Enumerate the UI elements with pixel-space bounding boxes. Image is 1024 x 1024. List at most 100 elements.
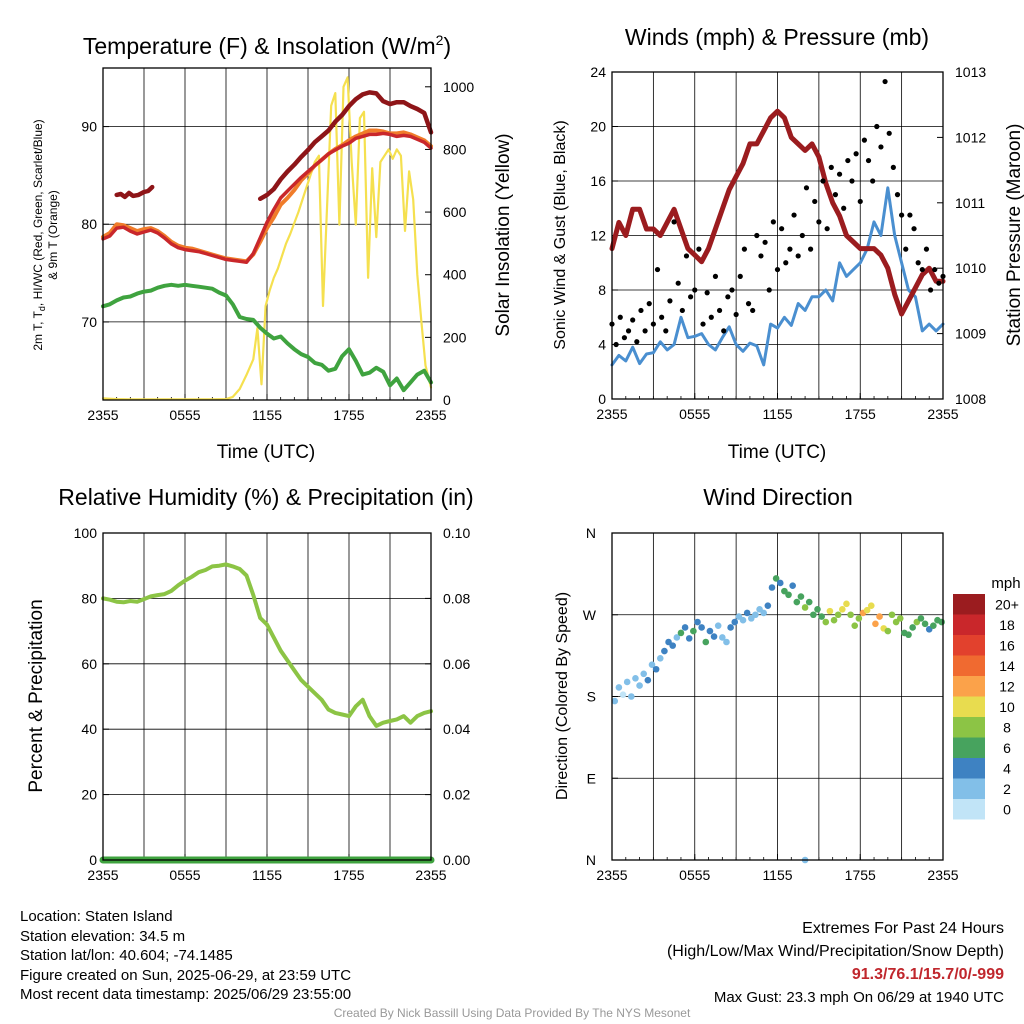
gust-point xyxy=(911,226,917,232)
gust-point xyxy=(857,198,863,205)
gust-point xyxy=(741,246,748,252)
wind-direction-point xyxy=(698,624,705,631)
gust-point xyxy=(716,307,723,314)
humidity-xtick-label: 1155 xyxy=(252,867,282,883)
wind-direction-point xyxy=(706,627,714,635)
direction-ytick-label: E xyxy=(587,770,596,786)
temperature-plot-area: 2355 0555 1155 1755 2355 70 80 90 0 200 400 600 800 1… xyxy=(81,67,474,423)
wind-direction-point xyxy=(872,620,879,628)
extremes-values: 91.3/76.1/15.7/0/-999 xyxy=(851,966,1004,983)
wind-direction-point xyxy=(810,611,817,619)
wind-direction-point xyxy=(656,655,664,662)
direction-frame xyxy=(611,532,944,861)
gust-point xyxy=(758,253,764,259)
colorbar-swatch xyxy=(953,676,985,697)
humidity-ytick-label: 0 xyxy=(89,852,97,868)
colorbar-label: 18 xyxy=(999,617,1015,633)
colorbar-swatch xyxy=(953,655,985,676)
winds-ytick-right-label: 1008 xyxy=(955,391,986,407)
humidity-frame xyxy=(102,532,432,861)
direction-xtick-label: 2355 xyxy=(927,867,958,883)
winds-ytick-label: 20 xyxy=(590,119,606,135)
temperature-xtick-label: 0555 xyxy=(169,407,200,423)
humidity-ytick-right-label: 0.04 xyxy=(443,721,470,737)
gust-point xyxy=(667,298,673,304)
humidity-ytick-right-label: 0.08 xyxy=(443,590,470,606)
gust-point xyxy=(700,321,706,327)
gust-point xyxy=(683,253,690,259)
gust-point xyxy=(828,164,834,170)
wind-direction-point xyxy=(640,670,648,678)
colorbar-title: mph xyxy=(991,575,1020,592)
colorbar-label: 0 xyxy=(1003,801,1011,817)
humidity-ytick-label: 80 xyxy=(81,590,97,606)
wind-direction-point xyxy=(644,676,652,684)
gust-point xyxy=(861,137,867,143)
wind-direction-point xyxy=(884,627,892,635)
gust-point xyxy=(899,212,905,218)
colorbar-swatch xyxy=(953,696,985,717)
gust-point xyxy=(915,260,921,266)
gust-point xyxy=(617,314,623,320)
colorbar-label: 12 xyxy=(999,678,1015,694)
colorbar-label: 4 xyxy=(1003,760,1011,776)
temperature-ytick-right-label: 0 xyxy=(443,392,451,408)
winds-ylabel-right: Station Pressure (Maroon) xyxy=(1004,124,1024,347)
gust-point xyxy=(646,301,652,307)
gust-point xyxy=(849,178,855,184)
wind-direction-point xyxy=(938,618,945,626)
humidity-ytick-label: 60 xyxy=(81,656,97,672)
wind-direction-point xyxy=(834,611,842,619)
gust-point xyxy=(737,273,743,279)
wind-direction-point xyxy=(855,615,863,622)
wind-direction-point xyxy=(847,611,854,619)
humidity-ylabel-left: Percent & Precipitation xyxy=(26,599,47,792)
wind-direction-point xyxy=(814,606,821,613)
gust-point xyxy=(692,287,698,293)
colorbar-label: 6 xyxy=(1003,740,1011,756)
gust-point xyxy=(675,280,681,286)
temperature-ytick-right-label: 400 xyxy=(443,267,467,283)
extremes-title: Extremes For Past 24 Hours xyxy=(802,920,1004,937)
gust-point xyxy=(803,185,810,191)
temperature-ylabel-left: 2m T, Td, HI/WC (Red, Green, Scarlet/Blu… xyxy=(31,119,47,350)
gust-point xyxy=(725,294,731,300)
gust-point xyxy=(654,266,661,273)
wind-direction-point xyxy=(843,600,850,608)
wind-direction-point xyxy=(760,609,768,617)
wind-direction-point xyxy=(876,613,883,620)
gust-point xyxy=(621,335,628,341)
gust-point xyxy=(783,260,789,266)
gust-point xyxy=(766,287,772,293)
temperature-title: Temperature (F) & Insolation (W/m2) xyxy=(83,32,451,59)
humidity-title: Relative Humidity (%) & Precipitation (i… xyxy=(58,484,473,510)
wind-direction-point xyxy=(789,582,796,589)
wind-direction-point xyxy=(743,609,751,617)
gust-point xyxy=(791,212,797,218)
wind-direction-point xyxy=(710,633,718,640)
wind-direction-point xyxy=(739,616,747,624)
gust-point xyxy=(688,294,694,300)
temperature-xtick-label: 2355 xyxy=(87,407,118,423)
wind-direction-point xyxy=(772,575,780,582)
wind-direction-point xyxy=(611,697,619,705)
temperature-xtick-label: 1155 xyxy=(252,407,282,423)
wind-direction-point xyxy=(632,675,639,682)
humidity-ytick-label: 20 xyxy=(81,787,97,803)
gust-point xyxy=(874,123,880,130)
winds-ytick-label: 24 xyxy=(590,64,606,80)
sonic-wind-line xyxy=(610,186,945,367)
gust-point xyxy=(799,232,805,239)
temperature-xtick-label: 2355 xyxy=(415,407,446,423)
wind-direction-point xyxy=(822,618,830,626)
solar-insolation-line xyxy=(101,76,433,401)
direction-ytick-label: N xyxy=(586,525,596,541)
gust-point xyxy=(634,339,640,345)
temperature-ytick-right-label: 800 xyxy=(443,141,467,157)
wind-direction-point xyxy=(921,620,929,628)
wind-direction-point xyxy=(830,616,838,624)
max-gust: Max Gust: 23.3 mph On 06/29 at 1940 UTC xyxy=(713,989,1004,1006)
gust-point xyxy=(870,178,876,184)
gust-point xyxy=(787,246,793,252)
